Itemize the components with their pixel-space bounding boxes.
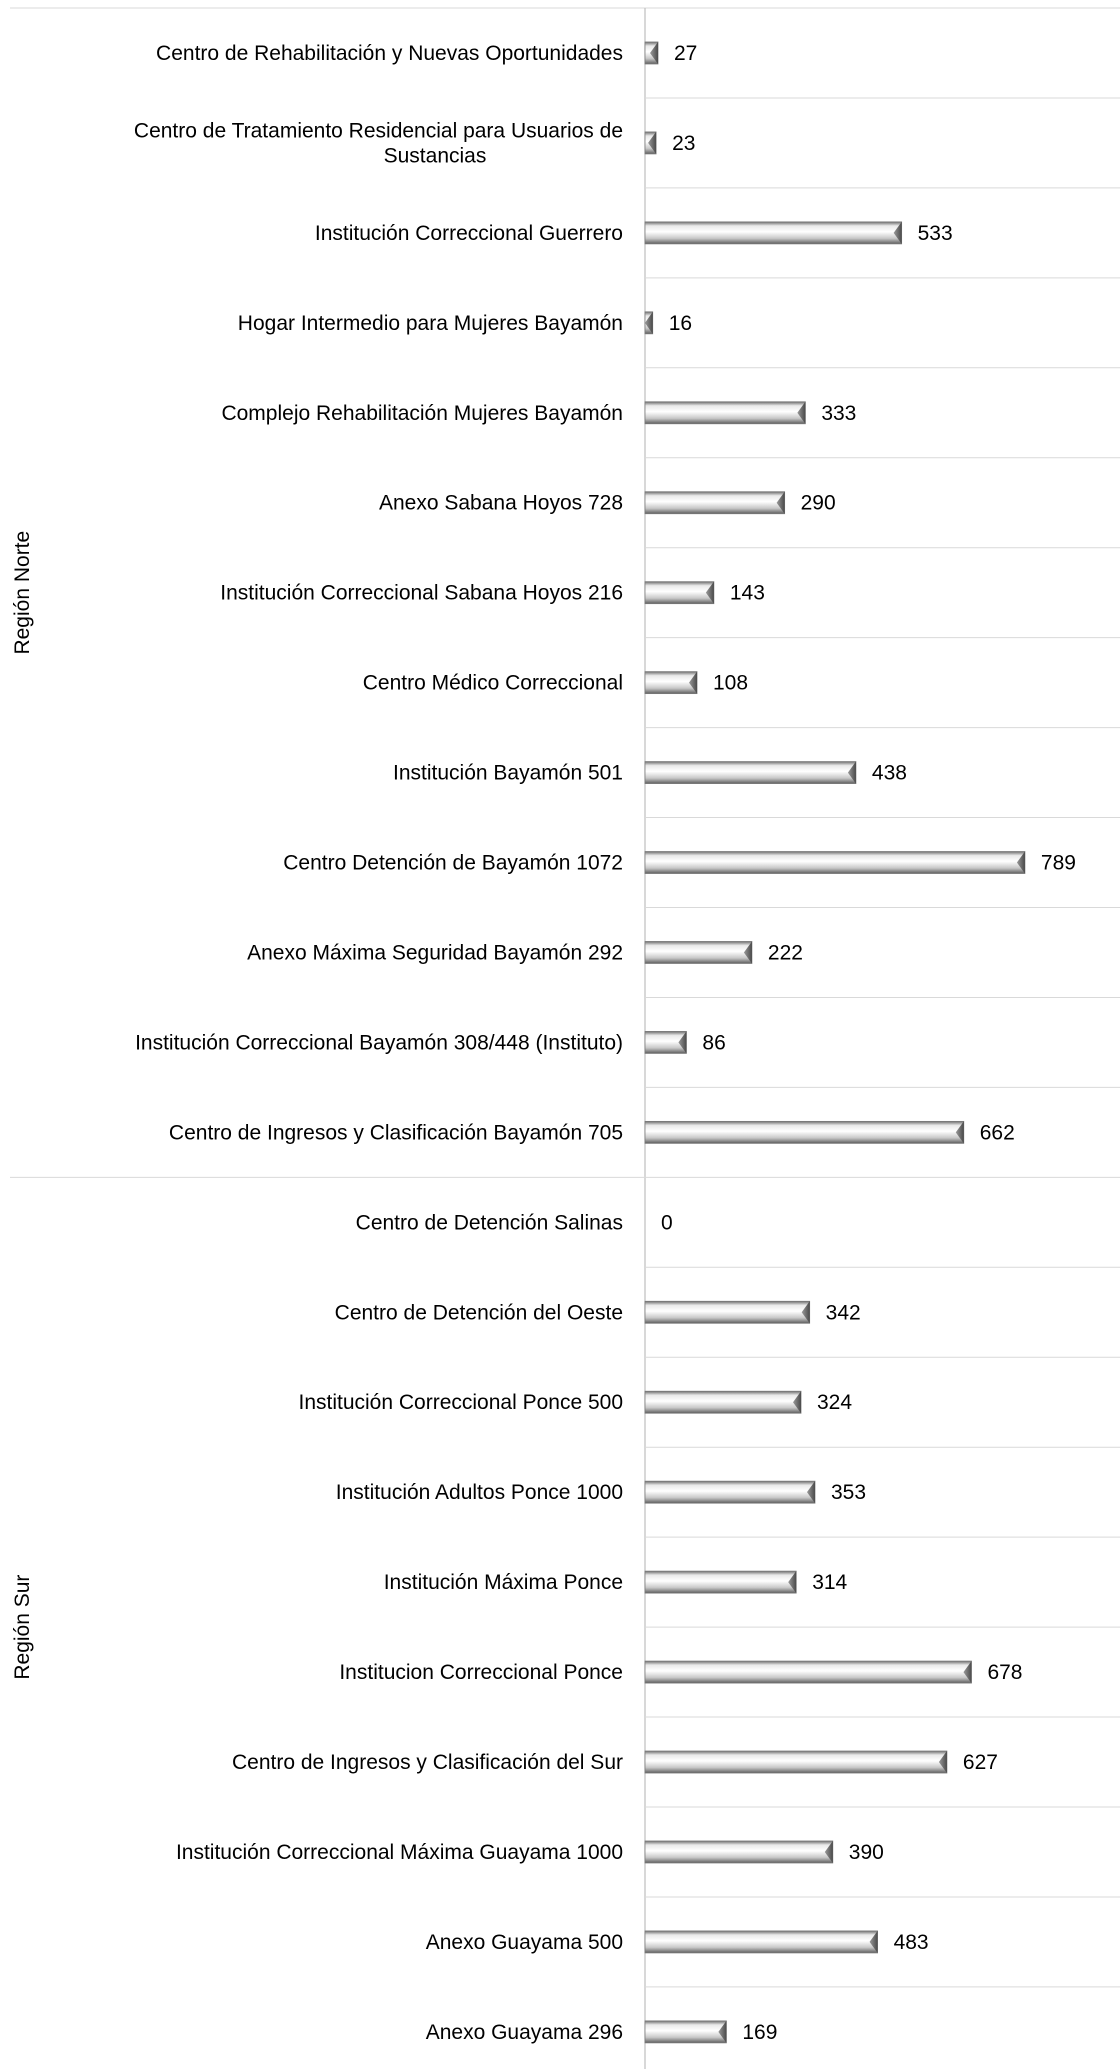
bar <box>644 1570 797 1594</box>
data-label: 627 <box>963 1751 998 1774</box>
category-labels: Centro de Rehabilitación y Nuevas Oportu… <box>134 42 623 2044</box>
data-label: 86 <box>702 1031 725 1054</box>
data-label: 342 <box>826 1301 861 1324</box>
bar <box>644 941 753 964</box>
category-label: Centro de Ingresos y Clasificación del S… <box>232 1751 623 1774</box>
bar <box>644 1660 972 1684</box>
data-label: 789 <box>1041 852 1076 875</box>
data-label: 290 <box>801 492 836 515</box>
bar <box>644 761 857 784</box>
category-label: Centro de Detención Salinas <box>356 1211 623 1234</box>
category-label: Institución Máxima Ponce <box>384 1571 623 1594</box>
group-labels: Región Norte Región Sur <box>11 531 34 1680</box>
category-label: Hogar Intermedio para Mujeres Bayamón <box>238 312 623 335</box>
bar <box>644 851 1026 874</box>
category-label: Centro Médico Correccional <box>363 672 623 695</box>
data-label: 533 <box>918 222 953 245</box>
category-label: Centro Detención de Bayamón 1072 <box>283 852 623 875</box>
category-label: Institución Correccional Sabana Hoyos 21… <box>220 582 623 605</box>
data-label: 678 <box>987 1661 1022 1684</box>
category-label: Institución Bayamón 501 <box>393 762 623 785</box>
bar <box>644 1480 816 1504</box>
category-label: Institucion Correccional Ponce <box>339 1661 623 1684</box>
data-label: 143 <box>730 582 765 605</box>
category-label: Anexo Guayama 296 <box>426 2021 623 2044</box>
category-label: Anexo Sabana Hoyos 728 <box>379 492 623 515</box>
bar <box>644 1840 834 1864</box>
bars <box>644 41 1026 2044</box>
bar <box>644 1120 965 1144</box>
category-label: Sustancias <box>384 144 487 167</box>
bar <box>644 221 903 245</box>
category-label: Centro de Tratamiento Residencial para U… <box>134 119 623 142</box>
bar <box>644 1390 802 1414</box>
data-label: 390 <box>849 1841 884 1864</box>
bar <box>644 671 698 695</box>
data-label: 438 <box>872 762 907 785</box>
bar <box>644 401 806 425</box>
bar <box>644 491 786 515</box>
bar <box>644 41 659 65</box>
data-label: 483 <box>894 1931 929 1954</box>
data-label: 108 <box>713 672 748 695</box>
bar <box>644 2020 727 2044</box>
data-labels: 27 23 533 16 333 290 143 108 438 789 222 86 662 0 342 3… <box>661 42 1076 2044</box>
bar <box>644 1930 878 1954</box>
data-label: 333 <box>821 402 856 425</box>
group-label: Región Norte <box>11 531 34 655</box>
bar <box>644 581 715 605</box>
category-label: Institución Correccional Máxima Guayama … <box>176 1841 623 1864</box>
category-label: Anexo Máxima Seguridad Bayamón 292 <box>247 941 623 964</box>
group-label: Región Sur <box>11 1575 34 1680</box>
category-label: Institución Correccional Bayamón 308/448… <box>135 1031 623 1054</box>
data-label: 662 <box>980 1121 1015 1144</box>
bar <box>644 131 657 155</box>
category-label: Centro de Ingresos y Clasificación Bayam… <box>169 1121 623 1144</box>
category-label: Institución Adultos Ponce 1000 <box>336 1481 623 1504</box>
grid-lines <box>10 7 1120 2069</box>
bar <box>644 1031 687 1054</box>
data-label: 314 <box>812 1571 847 1594</box>
data-label: 27 <box>674 42 697 65</box>
data-label: 169 <box>742 2021 777 2044</box>
data-label: 324 <box>817 1391 852 1414</box>
category-label: Institución Correccional Ponce 500 <box>298 1391 623 1414</box>
data-label: 0 <box>661 1211 673 1234</box>
category-label: Institución Correccional Guerrero <box>315 222 623 245</box>
category-label: Complejo Rehabilitación Mujeres Bayamón <box>221 402 623 425</box>
bar <box>644 1300 811 1324</box>
category-label: Centro de Detención del Oeste <box>335 1301 623 1324</box>
category-label: Centro de Rehabilitación y Nuevas Oportu… <box>156 42 623 65</box>
bar <box>644 311 654 335</box>
data-label: 16 <box>669 312 692 335</box>
data-label: 23 <box>672 132 695 155</box>
data-label: 353 <box>831 1481 866 1504</box>
category-label: Anexo Guayama 500 <box>426 1931 623 1954</box>
bar <box>644 1750 948 1774</box>
data-label: 222 <box>768 941 803 964</box>
